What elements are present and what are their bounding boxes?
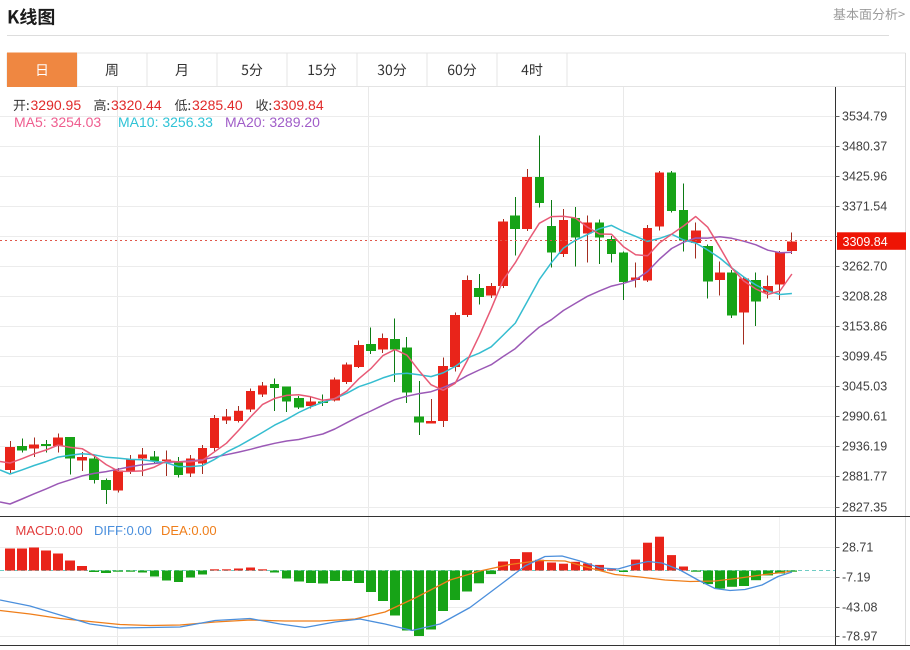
svg-text:3480.37: 3480.37 [842,140,887,154]
svg-text:3309.84: 3309.84 [843,235,888,249]
svg-text:-43.08: -43.08 [842,601,877,615]
svg-text:3099.45: 3099.45 [842,350,887,364]
svg-text:MA20: 3289.20: MA20: 3289.20 [225,114,320,130]
svg-text:3309.84: 3309.84 [273,97,324,113]
svg-text:28.71: 28.71 [842,541,873,555]
svg-text:2827.35: 2827.35 [842,501,887,515]
svg-text:MA10: 3256.33: MA10: 3256.33 [118,114,213,130]
svg-text:3425.96: 3425.96 [842,170,887,184]
svg-text:3290.95: 3290.95 [31,97,82,113]
svg-text:2936.19: 2936.19 [842,440,887,454]
svg-text:2881.77: 2881.77 [842,470,887,484]
svg-text:3534.79: 3534.79 [842,110,887,124]
svg-text:3320.44: 3320.44 [111,97,162,113]
svg-text:3045.03: 3045.03 [842,380,887,394]
svg-text:MACD:0.00: MACD:0.00 [16,523,83,538]
svg-text:3208.28: 3208.28 [842,290,887,304]
svg-text:3153.86: 3153.86 [842,320,887,334]
svg-text:DIFF:0.00: DIFF:0.00 [94,523,152,538]
svg-text:-7.19: -7.19 [842,571,871,585]
svg-text:3262.70: 3262.70 [842,260,887,274]
svg-text:DEA:0.00: DEA:0.00 [161,523,217,538]
svg-text:2990.61: 2990.61 [842,410,887,424]
svg-text:3285.40: 3285.40 [192,97,243,113]
svg-text:3371.54: 3371.54 [842,200,887,214]
svg-text:-78.97: -78.97 [842,630,877,644]
svg-text:MA5: 3254.03: MA5: 3254.03 [14,114,101,130]
